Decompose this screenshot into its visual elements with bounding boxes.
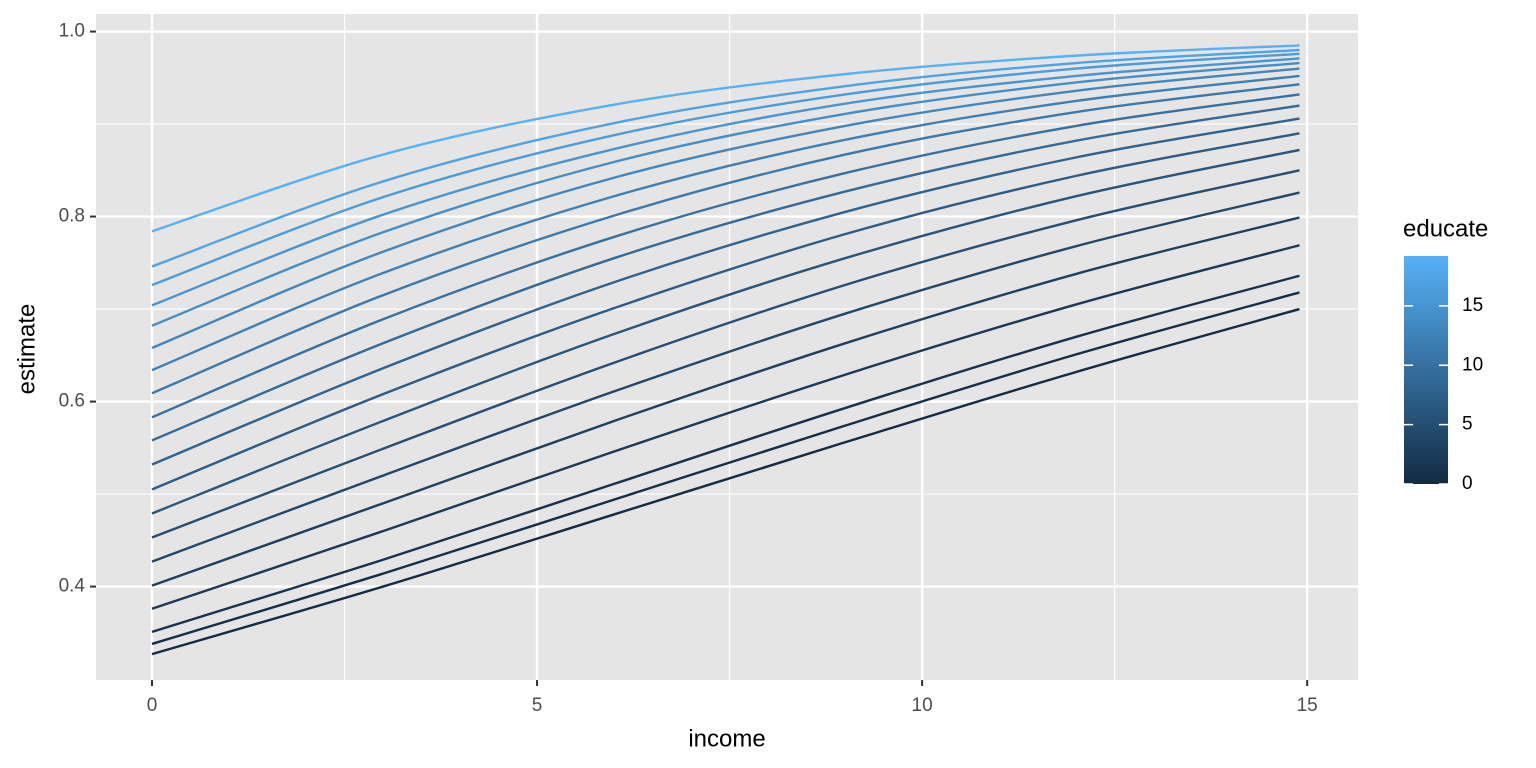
x-tick-label: 15 (1297, 695, 1318, 716)
x-tick-label: 5 (532, 695, 543, 716)
line (151, 307, 1300, 656)
line (151, 169, 1300, 539)
line (151, 216, 1300, 587)
line (151, 44, 1300, 233)
line (151, 291, 1300, 646)
line (151, 67, 1300, 350)
line (151, 57, 1300, 307)
line (151, 244, 1300, 610)
x-tick-label: 10 (912, 695, 933, 716)
legend-title: educate (1403, 215, 1488, 242)
y-tick-label: 1.0 (59, 21, 85, 42)
colorbar-tick-label: 0 (1462, 473, 1473, 494)
line (151, 104, 1300, 442)
line (151, 93, 1300, 419)
line (151, 61, 1300, 327)
line (151, 191, 1300, 563)
line (151, 48, 1300, 268)
line (151, 148, 1300, 515)
x-tick-label: 0 (147, 695, 158, 716)
line (151, 274, 1300, 634)
y-tick-label: 0.8 (59, 206, 85, 227)
line (151, 132, 1300, 491)
y-axis-title: estimate (13, 304, 40, 395)
x-axis-title: income (688, 725, 765, 752)
colorbar (1404, 256, 1448, 484)
y-tick-label: 0.4 (59, 576, 86, 597)
colorbar-tick-label: 10 (1462, 354, 1483, 375)
colorbar-tick-label: 15 (1462, 295, 1483, 316)
line (151, 83, 1300, 395)
line (151, 117, 1300, 466)
y-tick-label: 0.6 (59, 391, 85, 412)
colorbar-tick-label: 5 (1462, 414, 1473, 435)
line (151, 52, 1300, 287)
line (151, 74, 1300, 372)
